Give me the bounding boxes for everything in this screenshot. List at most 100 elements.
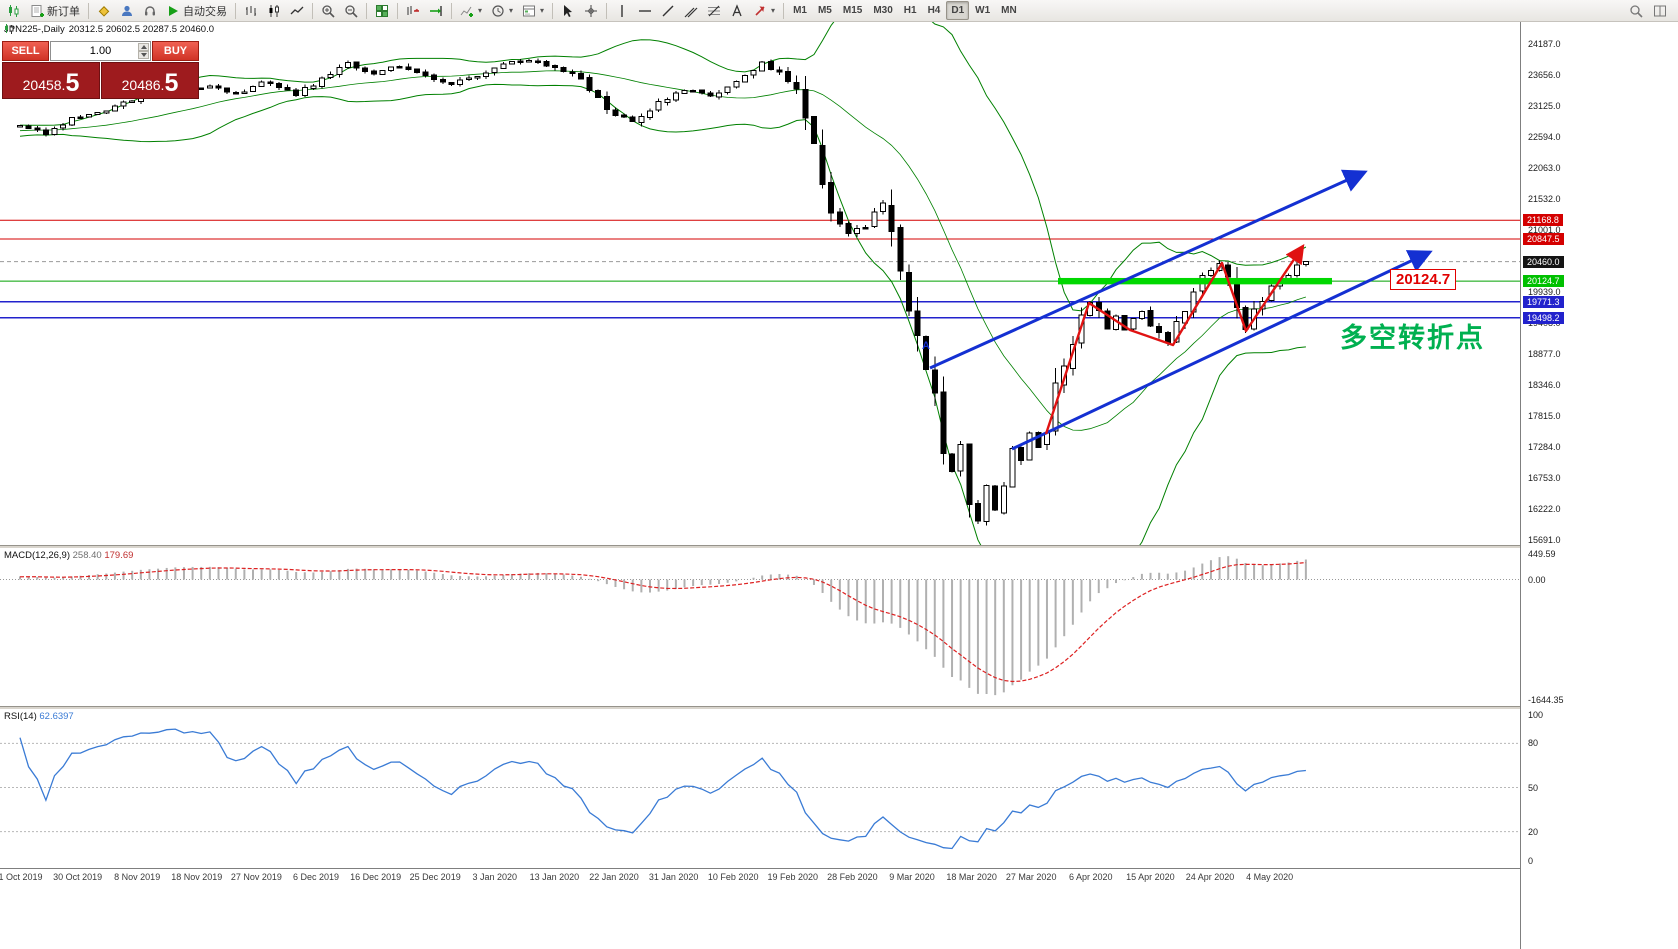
volume-up-button[interactable] [138, 43, 149, 51]
indicators-icon [460, 6, 473, 17]
price-tag[interactable]: 20460.0 [1523, 255, 1564, 268]
cursor-icon [564, 4, 573, 17]
timeframe-m30-button[interactable]: M30 [873, 5, 893, 16]
price-tag[interactable]: 20124.7 [1523, 275, 1564, 288]
horizontal-line-tool-button[interactable] [634, 1, 656, 20]
price-tag[interactable]: 20847.5 [1523, 232, 1564, 245]
bollinger-band [19, 70, 1307, 431]
macd-signal-line [19, 562, 1306, 683]
price-tag[interactable]: 19498.2 [1523, 311, 1564, 324]
market-watch-button[interactable] [93, 1, 115, 20]
separator [88, 2, 89, 19]
price-tick-label: 24187.0 [1528, 39, 1561, 49]
auto-trading-button[interactable]: 自动交易 [162, 1, 231, 20]
panel-splitter[interactable] [0, 545, 1678, 548]
channel-tool-button[interactable] [680, 1, 702, 20]
separator [606, 2, 608, 19]
macd-scale-label: 0.00 [1528, 574, 1546, 585]
buy-price-box[interactable]: 20486. 5 [101, 62, 199, 99]
price-chart-panel[interactable]: JPN225-,Daily 20312.5 20602.5 20287.5 20… [0, 22, 1520, 545]
new-order-icon [31, 4, 44, 17]
text-tool-button[interactable] [726, 1, 748, 20]
rsi-canvas[interactable] [0, 709, 1520, 868]
buy-button[interactable]: BUY [152, 41, 199, 61]
candles-icon [269, 4, 279, 17]
zoom-in-button[interactable] [317, 1, 339, 20]
price-tick-label: 19939.0 [1528, 286, 1561, 297]
headset-icon [145, 5, 155, 15]
separator [397, 2, 398, 19]
price-tick-label: 23656.0 [1528, 69, 1561, 80]
timeframe-w1-button[interactable]: W1 [975, 5, 991, 16]
timeframe-m15-button[interactable]: M15 [842, 5, 863, 16]
layout-icon [1654, 5, 1666, 16]
price-tick-label: 15691.0 [1528, 534, 1561, 545]
layout-button[interactable] [1649, 1, 1671, 20]
price-tick-label: 17284.0 [1528, 441, 1561, 452]
chart-bars-button[interactable] [240, 1, 262, 20]
time-label: 27 Mar 2020 [1005, 872, 1057, 882]
price-chart-canvas[interactable] [0, 22, 1520, 545]
zoom-in-icon [322, 4, 335, 18]
horizontal-line-icon [639, 9, 652, 12]
volume-down-button[interactable] [138, 51, 149, 59]
line-chart-icon [290, 6, 304, 14]
sell-price-big-digit: 5 [65, 69, 80, 97]
price-tag[interactable]: 21168.8 [1523, 214, 1563, 227]
fibonacci-tool-button[interactable] [703, 1, 725, 20]
rsi-panel[interactable]: RSI(14) 62.6397 [0, 709, 1520, 868]
play-icon [169, 5, 178, 16]
time-axis[interactable]: 21 Oct 2019 30 Oct 2019 8 Nov 2019 18 Nov 2… [0, 868, 1678, 886]
templates-button[interactable] [518, 1, 548, 20]
timeframe-d1-button[interactable]: D1 [946, 1, 970, 20]
price-tick-label: 16753.0 [1528, 472, 1561, 483]
profiles-button[interactable] [116, 1, 138, 20]
separator [552, 2, 554, 19]
separator [235, 2, 236, 19]
channel-icon [684, 7, 698, 17]
time-label: 27 Nov 2019 [230, 872, 282, 882]
search-button[interactable] [1625, 1, 1647, 20]
price-tag[interactable]: 19771.3 [1523, 295, 1564, 308]
shift-chart-button[interactable] [402, 1, 424, 20]
periods-button[interactable] [487, 1, 517, 20]
time-label: 18 Nov 2019 [171, 872, 223, 882]
vertical-line-tool-button[interactable] [611, 1, 633, 20]
volume-input[interactable]: 1.00 [50, 41, 151, 61]
bollinger-band [19, 83, 1306, 545]
new-order-button[interactable]: 新订单 [26, 1, 84, 20]
sell-button[interactable]: SELL [2, 41, 49, 61]
price-tick-label: 22594.0 [1528, 131, 1561, 142]
arrows-tool-button[interactable] [749, 1, 779, 20]
zoom-out-button[interactable] [340, 1, 362, 20]
trendline-tool-button[interactable] [657, 1, 679, 20]
timeframe-h1-button[interactable]: H1 [903, 5, 917, 16]
macd-canvas[interactable] [0, 548, 1520, 706]
cursor-button[interactable] [557, 1, 579, 20]
chart-line-button[interactable] [286, 1, 308, 20]
support-button[interactable] [139, 1, 161, 20]
timeframe-h4-button[interactable]: H4 [927, 5, 941, 16]
timeframe-m1-button[interactable]: M1 [793, 5, 807, 16]
price-scale[interactable]: 24187.0 23656.0 23125.0 22594.0 22063.0 21532… [1520, 22, 1678, 949]
macd-panel[interactable]: MACD(12,26,9) 258.40 179.69 [0, 548, 1520, 706]
tile-windows-button[interactable] [371, 1, 393, 20]
time-label: 13 Jan 2020 [529, 872, 580, 882]
macd-label: MACD(12,26,9) 258.40 179.69 [4, 550, 134, 561]
timeframe-m5-button[interactable]: M5 [817, 5, 832, 16]
crosshair-icon [585, 4, 598, 17]
chart-window-button[interactable] [3, 1, 25, 20]
chart-candles-button[interactable] [263, 1, 285, 20]
auto-scroll-button[interactable] [425, 1, 447, 20]
time-label: 6 Apr 2020 [1069, 872, 1113, 882]
trendline-icon [662, 5, 674, 16]
crosshair-button[interactable] [580, 1, 602, 20]
sell-price-box[interactable]: 20458. 5 [2, 62, 100, 99]
panel-splitter[interactable] [0, 706, 1678, 709]
price-tick-label: 16222.0 [1528, 503, 1561, 514]
fibonacci-icon [708, 5, 721, 16]
timeframe-mn-button[interactable]: MN [1001, 5, 1017, 16]
indicators-button[interactable] [456, 1, 486, 20]
volume-value: 1.00 [89, 45, 112, 57]
time-label: 24 Apr 2020 [1185, 872, 1235, 882]
